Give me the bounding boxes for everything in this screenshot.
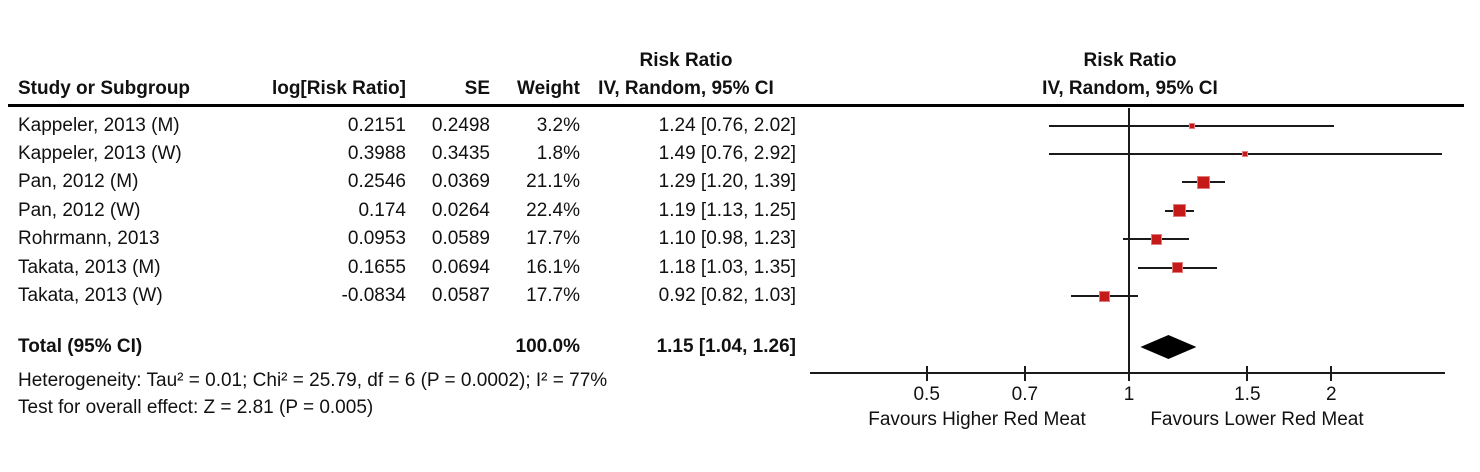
risk-ratio-ci: 1.18 [1.03, 1.35]	[658, 257, 796, 278]
x-axis-tick-label: 2	[1325, 384, 1337, 405]
total-label: Total (95% CI)	[18, 336, 143, 357]
column-header-se: SE	[464, 78, 490, 99]
favours-left-label: Favours Higher Red Meat	[868, 409, 1086, 430]
standard-error: 0.0694	[431, 257, 490, 278]
standard-error: 0.0369	[431, 171, 490, 192]
log-risk-ratio: 0.174	[358, 200, 406, 221]
column-header-study: Study or Subgroup	[18, 78, 191, 99]
x-axis-tick	[925, 366, 928, 381]
point-estimate-marker	[1242, 150, 1249, 157]
weight-value: 3.2%	[536, 115, 580, 136]
standard-error: 0.0264	[431, 200, 490, 221]
weight-value: 16.1%	[526, 257, 580, 278]
risk-ratio-ci: 0.92 [0.82, 1.03]	[658, 285, 796, 306]
point-estimate-marker	[1188, 122, 1195, 129]
heterogeneity-note: Heterogeneity: Tau² = 0.01; Chi² = 25.79…	[18, 370, 608, 391]
x-axis-tick	[1330, 366, 1333, 381]
x-axis-tick-label: 1	[1123, 384, 1135, 405]
risk-ratio-ci: 1.49 [0.76, 2.92]	[658, 143, 796, 164]
study-label: Takata, 2013 (M)	[18, 257, 161, 278]
study-label: Kappeler, 2013 (M)	[18, 115, 180, 136]
x-axis-tick-label: 0.7	[1011, 384, 1039, 405]
risk-ratio-ci: 1.19 [1.13, 1.25]	[658, 200, 796, 221]
plot-header-risk-ratio-line1: Risk Ratio	[1083, 50, 1177, 71]
standard-error: 0.0589	[431, 228, 490, 249]
risk-ratio-ci: 1.10 [0.98, 1.23]	[658, 228, 796, 249]
column-header-risk-ratio-line1: Risk Ratio	[639, 50, 733, 71]
x-axis-tick	[1128, 366, 1130, 381]
point-estimate-marker	[1151, 233, 1163, 245]
log-risk-ratio: 0.2546	[347, 171, 406, 192]
weight-value: 1.8%	[536, 143, 580, 164]
x-axis-tick-label: 1.5	[1234, 384, 1261, 405]
log-risk-ratio: 0.2151	[347, 115, 406, 136]
total-diamond	[1140, 335, 1197, 359]
total-weight: 100.0%	[515, 336, 580, 357]
plot-header-risk-ratio-line2: IV, Random, 95% CI	[1042, 78, 1218, 99]
standard-error: 0.2498	[431, 115, 490, 136]
point-estimate-marker	[1173, 204, 1187, 218]
weight-value: 21.1%	[526, 171, 580, 192]
weight-value: 17.7%	[526, 228, 580, 249]
risk-ratio-ci: 1.24 [0.76, 2.02]	[658, 115, 796, 136]
risk-ratio-ci: 1.29 [1.20, 1.39]	[658, 171, 796, 192]
log-risk-ratio: 0.3988	[347, 143, 406, 164]
log-risk-ratio: 0.0953	[347, 228, 406, 249]
study-label: Pan, 2012 (M)	[18, 171, 139, 192]
weight-value: 22.4%	[526, 200, 580, 221]
overall-effect-note: Test for overall effect: Z = 2.81 (P = 0…	[18, 397, 374, 418]
x-axis-tick-label: 0.5	[913, 384, 940, 405]
point-estimate-marker	[1196, 175, 1210, 189]
total-risk-ratio: 1.15 [1.04, 1.26]	[656, 336, 796, 357]
standard-error: 0.0587	[431, 285, 490, 306]
favours-right-label: Favours Lower Red Meat	[1150, 409, 1364, 430]
header-divider-rule	[8, 104, 1464, 107]
study-label: Kappeler, 2013 (W)	[18, 143, 182, 164]
x-axis-line	[810, 372, 1445, 374]
column-header-weight: Weight	[517, 78, 580, 99]
x-axis-tick	[1023, 366, 1026, 381]
column-header-log-risk-ratio: log[Risk Ratio]	[271, 78, 406, 99]
point-estimate-marker	[1099, 290, 1111, 302]
point-estimate-marker	[1171, 262, 1183, 274]
log-risk-ratio: -0.0834	[341, 285, 406, 306]
log-risk-ratio: 0.1655	[347, 257, 406, 278]
weight-value: 17.7%	[526, 285, 580, 306]
study-label: Takata, 2013 (W)	[18, 285, 163, 306]
study-label: Rohrmann, 2013	[18, 228, 160, 249]
x-axis-tick	[1246, 366, 1249, 381]
study-label: Pan, 2012 (W)	[18, 200, 141, 221]
standard-error: 0.3435	[431, 143, 490, 164]
column-header-risk-ratio-line2: IV, Random, 95% CI	[598, 78, 774, 99]
null-effect-line	[1128, 108, 1130, 381]
